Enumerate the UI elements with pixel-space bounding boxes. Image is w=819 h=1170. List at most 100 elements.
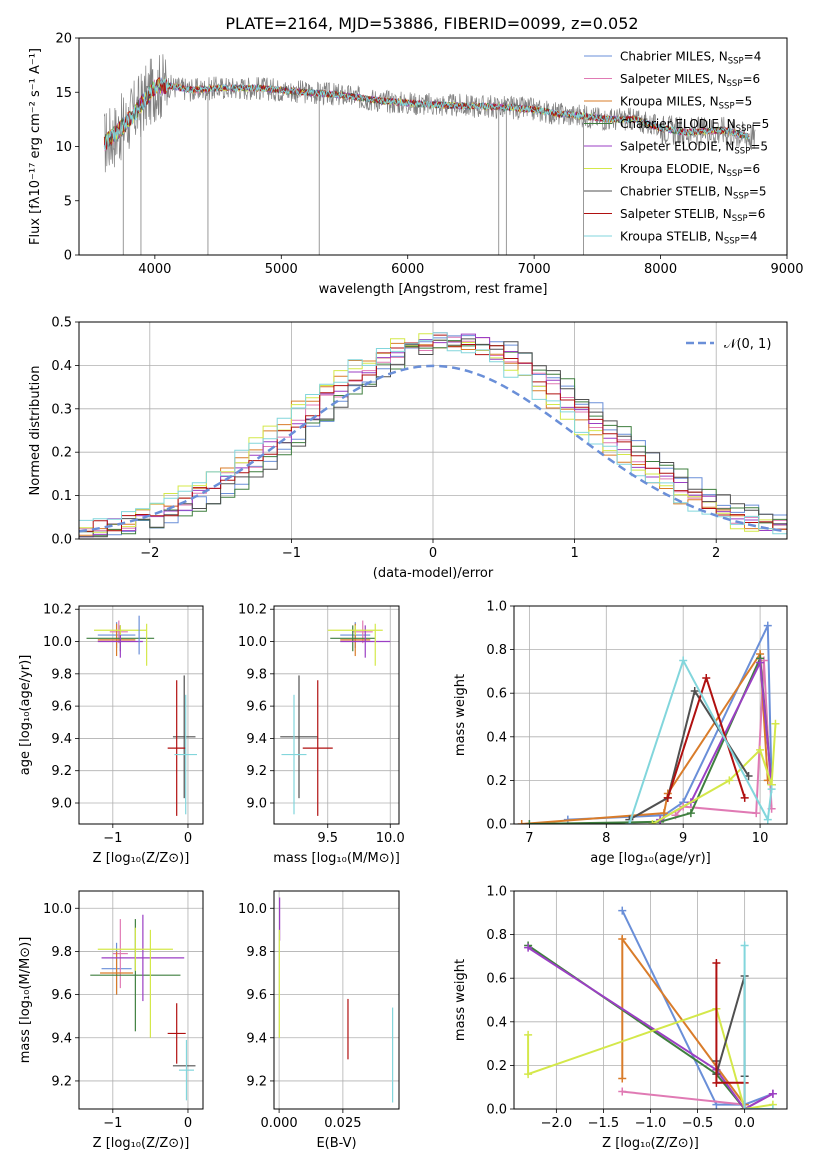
x-tick-label: 5000 — [265, 262, 298, 277]
y-tick-label: 1.0 — [486, 885, 507, 900]
y-tick-label: 9.6 — [246, 700, 267, 715]
spectrum-legend: Chabrier MILES, NSSP=4 Salpeter MILES, NS… — [584, 50, 769, 247]
weight-marker-kroupa-elodie — [756, 745, 765, 754]
x-axis-label: wavelength [Angstrom, rest frame] — [319, 282, 548, 297]
weight-marker-salpeter-miles — [752, 809, 761, 818]
x-tick-label: −1 — [103, 1116, 122, 1131]
axes-frame — [78, 890, 204, 1110]
weight-marker-salpeter-stelib — [740, 793, 749, 802]
x-tick-label: 0 — [184, 1116, 192, 1131]
y-tick-label: 9.6 — [246, 988, 267, 1003]
y-tick-label: 9.8 — [246, 945, 267, 960]
weight-marker-kroupa-elodie — [771, 719, 780, 728]
weight-marker-kroupa-stelib — [679, 656, 688, 665]
weight-marker-kroupa-miles — [618, 1074, 627, 1083]
legend-label-kroupa-elodie: Kroupa ELODIE, NSSP=6 — [620, 162, 760, 179]
weight-marker-chabrier-miles — [618, 906, 627, 915]
y-tick-label: 0.5 — [51, 316, 72, 331]
legend-label-salpeter-stelib: Salpeter STELIB, NSSP=6 — [620, 207, 765, 224]
legend-label-salpeter-elodie: Salpeter ELODIE, NSSP=5 — [620, 140, 768, 157]
x-tick-label: 10 — [752, 831, 769, 846]
y-tick-label: 0.0 — [486, 1103, 507, 1118]
x-tick-label: −1.0 — [635, 1116, 667, 1131]
x-tick-label: 7 — [525, 831, 533, 846]
y-tick-label: 9.6 — [51, 700, 72, 715]
panel-Z-mass: −1 0 9.2 9.4 9.6 9.8 10.0 Z [log₁₀(Z/Z⊙)] mass [… — [18, 890, 204, 1151]
weight-marker-salpeter-stelib — [712, 1078, 721, 1087]
residual-hist-kroupa-stelib — [79, 332, 787, 535]
y-tick-label: 0.6 — [486, 972, 507, 987]
x-axis-label: age [log₁₀(age/yr)] — [590, 851, 711, 866]
y-axis-label: mass weight — [453, 674, 468, 756]
x-axis-label: mass [log₁₀(M/M⊙)] — [273, 851, 400, 866]
y-tick-label: 10.2 — [238, 603, 267, 618]
y-tick-label: 0.2 — [486, 774, 507, 789]
x-tick-label: 0 — [429, 546, 437, 561]
plot-area-residuals — [79, 332, 787, 538]
legend-label-chabrier-miles: Chabrier MILES, NSSP=4 — [620, 50, 761, 67]
weight-marker-kroupa-elodie — [725, 776, 734, 785]
plot-area-Z-age — [86, 615, 197, 816]
panel-age-weight: 7 8 9 10 0.0 0.2 0.4 0.6 0.8 1.0 age [log₁₀(age/yr… — [453, 600, 788, 866]
panel-mass-age: 9.5 10.0 9.0 9.2 9.4 9.6 9.8 10.0 10.2 mass [log₁… — [238, 603, 405, 866]
legend-label-chabrier-elodie: Chabrier ELODIE, NSSP=5 — [620, 117, 769, 134]
weight-marker-salpeter-stelib — [712, 958, 721, 967]
weight-marker-kroupa-miles — [517, 820, 526, 824]
y-axis-label: mass [log₁₀(M/M⊙)] — [18, 937, 33, 1064]
weight-marker-chabrier-stelib — [690, 687, 699, 696]
x-tick-label: −2 — [140, 546, 159, 561]
weight-line-salpeter-elodie — [527, 946, 774, 1109]
weight-line-kroupa-stelib — [628, 657, 773, 824]
panel-residuals: −2 −1 0 1 2 0.0 0.1 0.2 0.3 0.4 0.5 (data-model)/er… — [28, 316, 788, 581]
weight-marker-chabrier-stelib — [744, 772, 753, 781]
y-axis-label: mass weight — [453, 959, 468, 1041]
y-tick-label: 0.0 — [51, 533, 72, 548]
x-tick-label: 6000 — [391, 262, 424, 277]
y-tick-label: 0.3 — [51, 402, 72, 417]
plot-area-age-weight — [517, 621, 780, 824]
y-tick-label: 9.2 — [246, 764, 267, 779]
y-tick-label: 9.4 — [51, 732, 72, 747]
legend-label-kroupa-stelib: Kroupa STELIB, NSSP=4 — [620, 230, 758, 247]
x-tick-label: 10.0 — [376, 831, 405, 846]
weight-marker-chabrier-elodie — [686, 809, 695, 818]
y-tick-label: 0.4 — [486, 730, 507, 745]
plot-area-ebv-mass — [278, 897, 394, 1103]
x-tick-label: 0.025 — [324, 1116, 361, 1131]
legend-label-salpeter-miles: Salpeter MILES, NSSP=6 — [620, 72, 760, 89]
y-tick-label: 9.8 — [51, 945, 72, 960]
figure-title: PLATE=2164, MJD=53886, FIBERID=0099, z=0… — [225, 14, 638, 33]
x-tick-label: 1 — [570, 546, 578, 561]
y-axis-label: age [log₁₀(age/yr)] — [18, 655, 33, 776]
y-tick-label: 0.8 — [486, 928, 507, 943]
x-tick-label: 9.5 — [317, 831, 338, 846]
y-tick-label: 9.4 — [51, 1031, 72, 1046]
y-tick-label: 9.4 — [246, 732, 267, 747]
x-tick-label: −2.0 — [541, 1116, 573, 1131]
weight-line-chabrier-miles — [621, 910, 774, 1106]
y-tick-label: 20 — [55, 32, 72, 47]
x-tick-label: 0.000 — [260, 1116, 297, 1131]
panel-ebv-mass: 0.000 0.025 9.2 9.4 9.6 9.8 10.0 E(B-V) — [238, 890, 400, 1151]
legend-label-kroupa-miles: Kroupa MILES, NSSP=5 — [620, 95, 752, 112]
y-tick-label: 0.4 — [486, 1015, 507, 1030]
x-tick-label: 7000 — [518, 262, 551, 277]
weight-line-kroupa-stelib — [743, 945, 773, 1109]
plot-area-mass-age — [280, 620, 391, 816]
x-tick-label: 2 — [712, 546, 720, 561]
weight-marker-kroupa-elodie — [524, 1070, 533, 1079]
y-tick-label: 0.0 — [486, 818, 507, 833]
weight-marker-kroupa-stelib — [763, 815, 772, 824]
x-axis-label: Z [log₁₀(Z/Z⊙)] — [93, 1136, 190, 1151]
y-axis-label: Flux [fλ10⁻¹⁷ erg cm⁻² s⁻¹ A⁻¹] — [28, 48, 43, 245]
y-tick-label: 10 — [55, 140, 72, 155]
y-tick-label: 9.8 — [51, 667, 72, 682]
normal-reference-curve — [79, 364, 787, 533]
x-tick-label: −1 — [282, 546, 301, 561]
y-tick-label: 5 — [64, 194, 72, 209]
weight-marker-salpeter-elodie — [524, 943, 533, 952]
y-tick-label: 9.2 — [51, 1074, 72, 1089]
weight-marker-salpeter-stelib — [663, 793, 672, 802]
y-tick-label: 9.0 — [246, 797, 267, 812]
weight-marker-kroupa-stelib — [740, 1105, 749, 1109]
